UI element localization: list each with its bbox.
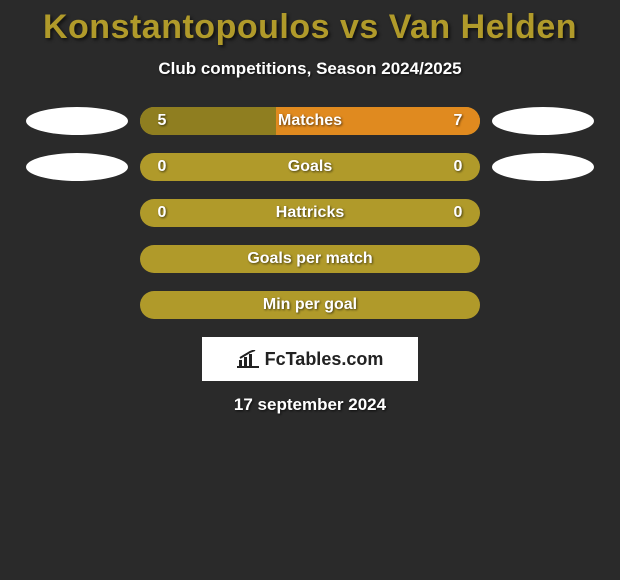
- stat-row: 0 Goals 0: [0, 153, 620, 181]
- bar-content: Goals per match: [140, 245, 480, 273]
- chart-icon: [237, 350, 259, 368]
- stat-row: 0 Hattricks 0: [0, 199, 620, 227]
- stat-value-right: 0: [450, 158, 466, 176]
- bar-content: Min per goal: [140, 291, 480, 319]
- bar-content: 0 Goals 0: [140, 153, 480, 181]
- stat-value-right: 0: [450, 204, 466, 222]
- player-bubble-right: [492, 153, 594, 181]
- player-bubble-left: [26, 153, 128, 181]
- stat-value-left: 0: [154, 204, 170, 222]
- subtitle: Club competitions, Season 2024/2025: [0, 59, 620, 79]
- stat-row: Goals per match: [0, 245, 620, 273]
- stat-row: 5 Matches 7: [0, 107, 620, 135]
- stat-label: Hattricks: [276, 204, 344, 222]
- logo-text: FcTables.com: [265, 349, 384, 370]
- infographic-root: Konstantopoulos vs Van Helden Club compe…: [0, 0, 620, 415]
- stat-label: Matches: [278, 112, 342, 130]
- stat-bar: Min per goal: [140, 291, 480, 319]
- stat-value-left: 5: [154, 112, 170, 130]
- stat-bar: 5 Matches 7: [140, 107, 480, 135]
- stat-bar: 0 Goals 0: [140, 153, 480, 181]
- logo-box: FcTables.com: [202, 337, 418, 381]
- stat-value-left: 0: [154, 158, 170, 176]
- stat-value-right: 7: [450, 112, 466, 130]
- stat-label: Min per goal: [263, 296, 357, 314]
- stat-bar: Goals per match: [140, 245, 480, 273]
- player-bubble-right: [492, 107, 594, 135]
- bar-content: 0 Hattricks 0: [140, 199, 480, 227]
- date-text: 17 september 2024: [0, 395, 620, 415]
- page-title: Konstantopoulos vs Van Helden: [0, 8, 620, 47]
- stat-label: Goals per match: [247, 250, 372, 268]
- bar-content: 5 Matches 7: [140, 107, 480, 135]
- stat-row: Min per goal: [0, 291, 620, 319]
- stats-list: 5 Matches 7 0 Goals 0 0 Hattricks 0 Goals per mat…: [0, 107, 620, 319]
- stat-label: Goals: [288, 158, 332, 176]
- player-bubble-left: [26, 107, 128, 135]
- stat-bar: 0 Hattricks 0: [140, 199, 480, 227]
